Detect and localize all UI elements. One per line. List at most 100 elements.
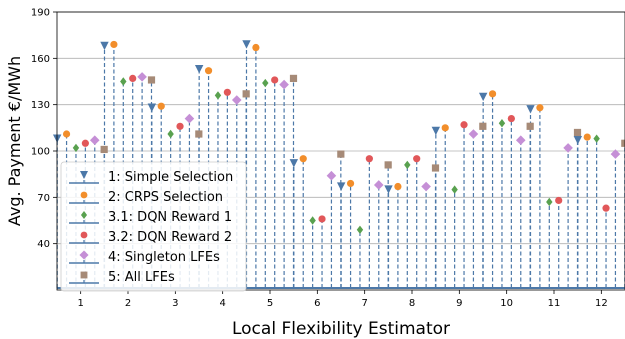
data-point xyxy=(184,113,195,124)
x-tick-label: 12 xyxy=(595,298,608,309)
data-point xyxy=(176,122,184,130)
data-point xyxy=(384,185,393,194)
data-markers xyxy=(52,40,625,234)
data-point xyxy=(204,67,213,75)
x-tick-label: 4 xyxy=(219,298,225,309)
legend-label: 2: CRPS Selection xyxy=(108,190,223,205)
legend-label: 1: Simple Selection xyxy=(108,170,233,185)
data-point xyxy=(365,155,373,163)
x-tick-label: 10 xyxy=(500,298,513,309)
y-axis-label: Avg. Payment €/MWh xyxy=(5,56,24,226)
legend-marker xyxy=(80,191,88,199)
data-point xyxy=(431,126,441,136)
y-tick-label: 130 xyxy=(31,100,50,111)
data-point xyxy=(262,78,269,88)
data-point xyxy=(593,134,600,143)
x-axis-ticks: 1 2 3 4 5 6 7 8 9 10 11 12 xyxy=(77,290,608,309)
data-point xyxy=(110,40,118,49)
x-axis-label: Local Flexibility Estimator xyxy=(232,319,450,339)
data-point xyxy=(583,133,591,141)
legend-label: 5: All LFEs xyxy=(108,270,175,285)
data-point xyxy=(479,122,487,130)
data-point xyxy=(555,196,563,205)
data-point xyxy=(195,130,203,138)
x-tick-label: 6 xyxy=(314,298,320,309)
data-point xyxy=(271,76,279,84)
data-point xyxy=(526,122,534,130)
data-point xyxy=(536,104,544,112)
data-point xyxy=(100,41,109,51)
y-tick-label: 160 xyxy=(31,54,50,65)
x-tick-label: 3 xyxy=(172,298,178,309)
legend: 1: Simple Selection 2: CRPS Selection 3.1:… xyxy=(60,161,247,292)
data-point xyxy=(563,143,573,153)
data-point xyxy=(318,215,326,223)
data-point xyxy=(129,74,137,83)
data-point xyxy=(231,95,242,105)
data-point xyxy=(147,76,156,84)
x-tick-label: 11 xyxy=(548,298,561,309)
data-point xyxy=(384,161,392,169)
y-tick-label: 40 xyxy=(37,239,50,250)
data-point xyxy=(81,139,89,147)
y-tick-label: 190 xyxy=(31,8,50,19)
data-point xyxy=(337,150,345,158)
legend-box xyxy=(60,161,247,292)
legend-label: 3.1: DQN Reward 1 xyxy=(108,210,232,225)
data-point xyxy=(147,103,157,112)
data-point xyxy=(120,77,127,86)
x-tick-label: 8 xyxy=(409,298,415,309)
data-point xyxy=(507,114,515,123)
data-point xyxy=(289,74,298,83)
data-point xyxy=(223,88,231,96)
data-point xyxy=(451,185,458,194)
data-point xyxy=(488,90,497,98)
x-tick-label: 2 xyxy=(125,298,131,309)
data-point xyxy=(546,197,553,207)
data-point xyxy=(242,90,250,98)
data-point xyxy=(421,181,431,192)
y-axis-ticks: 40 70 100 130 160 190 xyxy=(31,8,57,250)
data-point xyxy=(441,124,449,132)
data-point xyxy=(404,160,411,170)
legend-marker xyxy=(80,271,88,279)
legend-marker xyxy=(79,250,89,260)
data-point xyxy=(194,64,204,74)
data-point xyxy=(326,170,337,181)
y-tick-label: 70 xyxy=(37,193,50,204)
data-point xyxy=(573,128,582,137)
data-point xyxy=(346,179,355,188)
data-point xyxy=(498,119,506,128)
data-point xyxy=(373,180,384,190)
data-point xyxy=(460,121,468,129)
data-point xyxy=(72,143,80,153)
data-point xyxy=(309,216,316,225)
data-point xyxy=(468,129,479,139)
data-point xyxy=(100,145,108,154)
data-point xyxy=(526,105,535,114)
data-point xyxy=(279,79,289,90)
data-point xyxy=(89,135,100,145)
legend-marker xyxy=(80,211,88,219)
x-tick-label: 5 xyxy=(267,298,273,309)
data-point xyxy=(573,135,583,145)
data-point xyxy=(356,225,364,234)
data-point xyxy=(431,164,440,172)
y-tick-label: 100 xyxy=(31,147,50,158)
data-point xyxy=(167,129,174,139)
data-point xyxy=(242,40,251,49)
legend-marker xyxy=(80,171,88,179)
data-point xyxy=(478,92,488,102)
data-point xyxy=(299,155,307,163)
x-tick-label: 1 xyxy=(77,298,83,309)
data-point xyxy=(336,182,346,191)
data-point xyxy=(621,139,625,147)
data-point xyxy=(394,182,402,191)
data-point xyxy=(137,72,147,82)
data-point xyxy=(610,149,621,159)
x-tick-label: 9 xyxy=(456,298,462,309)
data-point xyxy=(413,155,421,163)
legend-label: 4: Singleton LFEs xyxy=(108,250,220,265)
data-point xyxy=(214,91,222,100)
